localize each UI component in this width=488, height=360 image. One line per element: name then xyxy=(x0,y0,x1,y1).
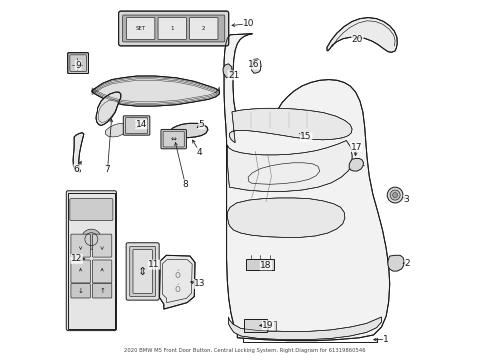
FancyBboxPatch shape xyxy=(122,15,224,42)
Polygon shape xyxy=(105,123,128,137)
FancyBboxPatch shape xyxy=(246,259,274,270)
Polygon shape xyxy=(250,59,261,73)
Text: ó: ó xyxy=(174,270,180,280)
Polygon shape xyxy=(227,198,344,237)
Circle shape xyxy=(389,190,399,200)
Circle shape xyxy=(392,193,397,198)
Text: 2: 2 xyxy=(404,259,409,268)
Polygon shape xyxy=(171,123,207,138)
Text: 1: 1 xyxy=(170,26,173,31)
Text: 20: 20 xyxy=(351,35,363,44)
Text: 17: 17 xyxy=(350,143,362,152)
FancyBboxPatch shape xyxy=(92,234,112,257)
Text: 19: 19 xyxy=(262,321,273,330)
Circle shape xyxy=(81,229,101,249)
Circle shape xyxy=(386,187,402,203)
Polygon shape xyxy=(159,255,195,309)
Text: 2020 BMW M5 Front Door Button, Central Locking System, Right Diagram for 6131986: 2020 BMW M5 Front Door Button, Central L… xyxy=(123,348,365,353)
Polygon shape xyxy=(326,18,396,52)
Text: ⇔: ⇔ xyxy=(170,136,176,142)
Text: ⇕: ⇕ xyxy=(138,266,147,276)
Polygon shape xyxy=(387,255,403,271)
Text: 13: 13 xyxy=(194,279,205,288)
FancyBboxPatch shape xyxy=(189,18,218,40)
Polygon shape xyxy=(73,133,83,172)
Text: 12: 12 xyxy=(71,255,82,264)
FancyBboxPatch shape xyxy=(92,284,112,298)
FancyBboxPatch shape xyxy=(92,260,112,283)
Text: 16: 16 xyxy=(247,60,259,69)
FancyBboxPatch shape xyxy=(244,319,266,332)
Text: SET: SET xyxy=(135,26,145,31)
Text: 18: 18 xyxy=(260,261,271,270)
Text: 10: 10 xyxy=(243,19,254,28)
Polygon shape xyxy=(229,108,351,143)
FancyBboxPatch shape xyxy=(71,260,90,283)
FancyBboxPatch shape xyxy=(126,18,155,40)
FancyBboxPatch shape xyxy=(126,243,159,300)
FancyBboxPatch shape xyxy=(71,284,90,298)
Text: 14: 14 xyxy=(135,120,146,129)
Text: 7: 7 xyxy=(104,166,110,175)
Polygon shape xyxy=(96,92,121,126)
FancyBboxPatch shape xyxy=(267,320,276,330)
Polygon shape xyxy=(223,64,232,78)
Text: 21: 21 xyxy=(227,71,239,80)
FancyBboxPatch shape xyxy=(70,199,113,221)
Text: 2: 2 xyxy=(202,26,205,31)
Text: ↑: ↑ xyxy=(99,288,105,294)
FancyBboxPatch shape xyxy=(129,246,155,297)
Text: ó: ó xyxy=(174,284,180,294)
Polygon shape xyxy=(224,34,389,341)
Polygon shape xyxy=(228,317,381,339)
Text: 1: 1 xyxy=(383,335,388,344)
Polygon shape xyxy=(92,76,219,106)
FancyBboxPatch shape xyxy=(133,249,152,293)
Text: 🚗: 🚗 xyxy=(135,123,138,128)
FancyBboxPatch shape xyxy=(119,11,228,46)
FancyBboxPatch shape xyxy=(158,18,186,40)
Text: 6: 6 xyxy=(74,165,80,174)
Text: 4: 4 xyxy=(197,148,202,157)
Text: 3: 3 xyxy=(403,195,408,204)
Text: 15: 15 xyxy=(300,132,311,141)
Text: ↓: ↓ xyxy=(78,288,83,294)
Text: 11: 11 xyxy=(148,260,160,269)
FancyBboxPatch shape xyxy=(123,116,149,135)
Text: 5: 5 xyxy=(198,120,204,129)
FancyBboxPatch shape xyxy=(71,234,90,257)
FancyBboxPatch shape xyxy=(161,130,186,149)
Polygon shape xyxy=(348,158,363,171)
FancyBboxPatch shape xyxy=(66,191,116,330)
FancyBboxPatch shape xyxy=(67,53,88,73)
Polygon shape xyxy=(227,140,351,192)
Text: 9: 9 xyxy=(75,61,81,70)
Text: 8: 8 xyxy=(182,180,188,189)
